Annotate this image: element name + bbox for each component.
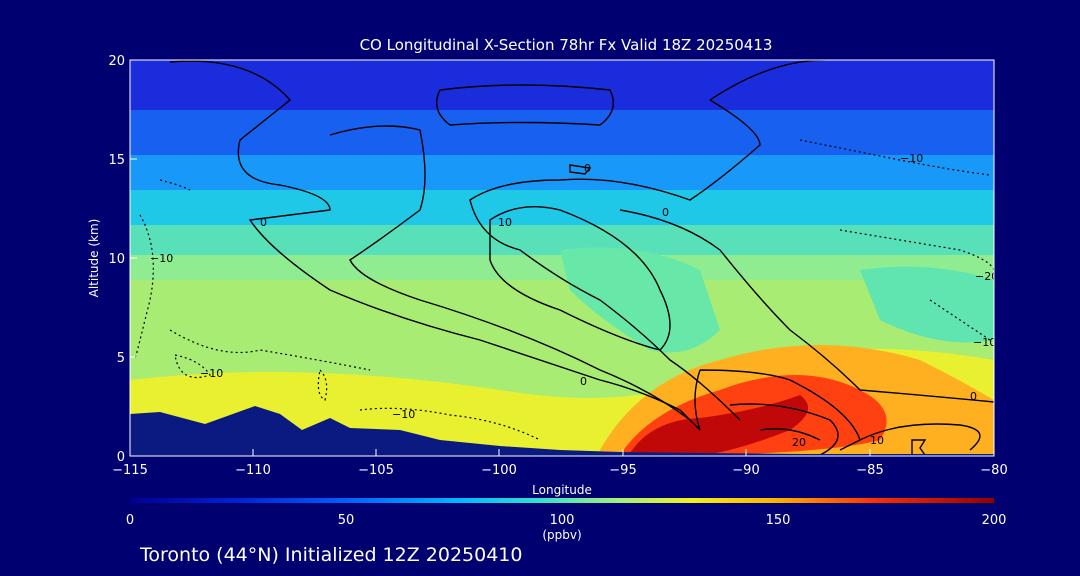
svg-text:0: 0 (584, 162, 591, 175)
x-tick-label: −105 (358, 463, 394, 478)
x-tick-label: −90 (732, 463, 759, 478)
low-cyan-tongue (560, 247, 720, 353)
footer-caption: Toronto (44°N) Initialized 12Z 20250410 (139, 544, 523, 566)
contour-lines (169, 60, 994, 456)
x-tick-label: −110 (235, 463, 271, 478)
y-tick-label: 10 (108, 252, 125, 267)
svg-text:0: 0 (662, 206, 669, 219)
colorbar-tick-label: 200 (982, 513, 1007, 528)
colorbar-tick-label: 150 (766, 513, 791, 528)
darkred-core (628, 395, 808, 456)
x-tick-label: −80 (980, 463, 1007, 478)
x-tick-label: −100 (481, 463, 517, 478)
y-tick-label: 20 (108, 54, 125, 69)
colorbar (130, 498, 994, 503)
colorbar-unit: (ppbv) (542, 528, 581, 542)
terrain (130, 406, 994, 456)
colorbar-tick-label: 0 (126, 513, 134, 528)
svg-text:10: 10 (498, 216, 512, 229)
heatmap-field: 0 10 0 0 0 0 −10 −10 −10 −10 −10 −20 20 … (130, 60, 998, 456)
svg-text:−20: −20 (975, 270, 998, 283)
svg-text:20: 20 (792, 436, 806, 449)
band-11km (130, 190, 994, 225)
x-tick-label: −85 (856, 463, 883, 478)
y-tick-label: 15 (108, 153, 125, 168)
svg-text:10: 10 (870, 434, 884, 447)
svg-text:0: 0 (580, 375, 587, 388)
chart-title: CO Longitudinal X-Section 78hr Fx Valid … (360, 36, 773, 54)
svg-text:−10: −10 (200, 367, 223, 380)
svg-text:0: 0 (970, 390, 977, 403)
right-cyan-patch (860, 266, 994, 343)
svg-text:−10: −10 (150, 252, 173, 265)
y-tick-labels: 0 5 10 15 20 (108, 54, 125, 465)
colorbar-tick-labels: 0 50 100 150 200 (126, 513, 1007, 528)
band-upper (130, 60, 994, 110)
x-tick-label: −115 (112, 463, 148, 478)
contour-lines-dotted (134, 139, 994, 441)
colorbar-tick-label: 50 (338, 513, 355, 528)
x-tick-label: −95 (609, 463, 636, 478)
band-9km (130, 255, 994, 280)
svg-text:−10: −10 (900, 152, 923, 165)
svg-text:−10: −10 (392, 408, 415, 421)
svg-text:0: 0 (260, 216, 267, 229)
y-axis-label: Altitude (km) (87, 219, 101, 298)
colorbar-tick-label: 100 (550, 513, 575, 528)
y-tick-label: 5 (117, 351, 125, 366)
x-axis-label: Longitude (532, 483, 592, 497)
contour-labels: 0 10 0 0 0 0 −10 −10 −10 −10 −10 −20 20 … (150, 152, 998, 449)
x-tick-labels: −115 −110 −105 −100 −95 −90 −85 −80 (112, 463, 1008, 478)
y-tick-label: 0 (117, 450, 125, 465)
band-15km (130, 110, 994, 155)
band-13km (130, 155, 994, 190)
svg-text:−10: −10 (973, 336, 996, 349)
x-ticks (129, 449, 995, 456)
y-ticks (130, 59, 137, 457)
